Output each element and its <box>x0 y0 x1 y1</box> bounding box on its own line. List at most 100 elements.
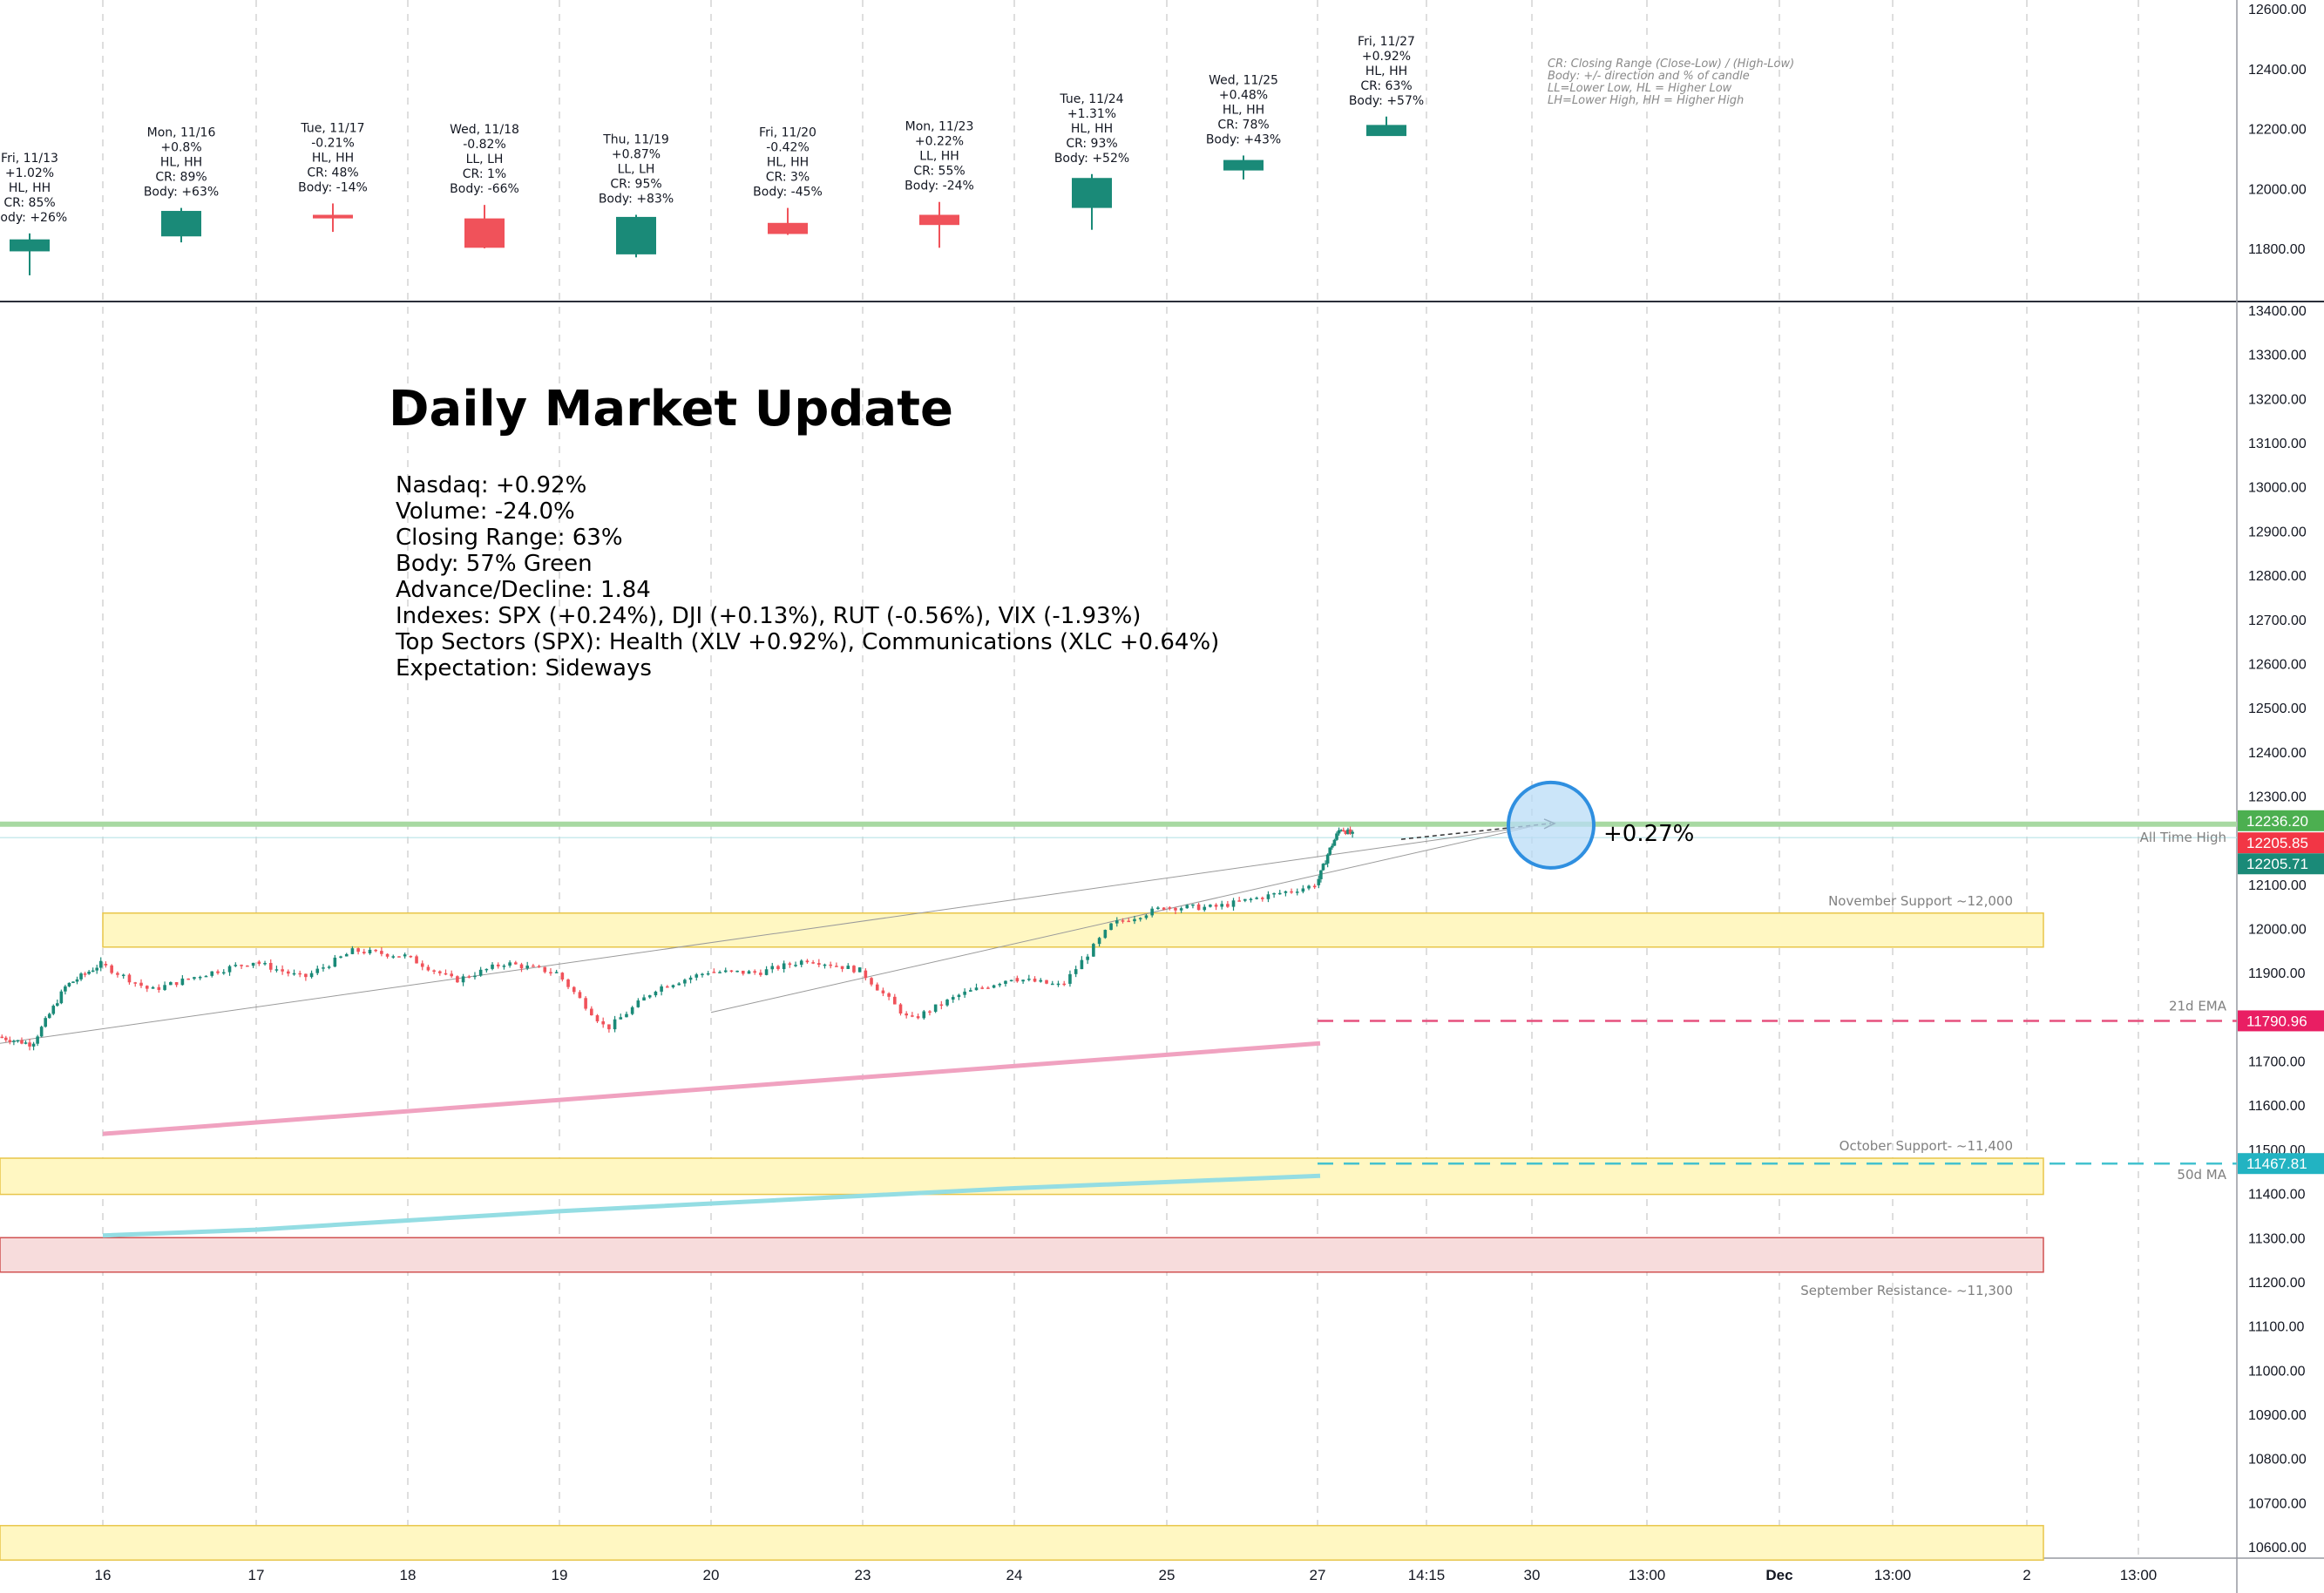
intraday-candle-body <box>356 948 360 952</box>
projection-arrow[interactable]: +0.27% <box>1400 780 1694 870</box>
legend-line: Body: +/- direction and % of candle <box>1548 70 1750 83</box>
intraday-candle-body <box>759 973 762 975</box>
intraday-candle-body <box>677 983 681 986</box>
intraday-candle-body <box>281 969 284 972</box>
projection-circle <box>1507 780 1596 870</box>
x-tick-label: 18 <box>400 1567 417 1583</box>
intraday-candle-body <box>881 990 885 993</box>
intraday-candle-body <box>432 970 436 972</box>
intraday-candle-body <box>1290 891 1293 893</box>
intraday-candle-body <box>1021 980 1025 982</box>
y-tick-label: 12000.00 <box>2248 182 2307 197</box>
intraday-candle-body <box>0 1036 4 1039</box>
intraday-candle-body <box>916 1016 920 1019</box>
intraday-candle-body <box>327 966 331 968</box>
intraday-candle-body <box>461 976 465 983</box>
summary-line: Nasdaq: +0.92% <box>396 472 586 498</box>
intraday-candle-body <box>31 1043 36 1047</box>
intraday-candle-body <box>688 977 693 980</box>
zone-rect <box>0 1237 2044 1273</box>
intraday-candle-body <box>1272 892 1276 895</box>
intraday-candle-body <box>362 952 366 954</box>
y-tick-label: 13200.00 <box>2248 392 2307 407</box>
daily-candle-body <box>313 214 353 219</box>
intraday-candle-body <box>1319 870 1323 879</box>
daily-annotation: CR: 55% <box>913 165 965 179</box>
intraday-candles[interactable] <box>0 826 1354 1051</box>
intraday-candle-body <box>1260 898 1264 899</box>
y-tick-label: 12100.00 <box>2248 878 2307 893</box>
all-time-high-label: All Time High <box>2140 830 2226 845</box>
intraday-candle-body <box>613 1019 617 1030</box>
x-tick-label: 17 <box>248 1567 265 1583</box>
time-axis[interactable]: 16 17 18 19 20 23 24 25 27 14:15 30 13:00 Dec 13:00 2 1… <box>95 1567 2158 1583</box>
intraday-candle-body <box>794 965 797 966</box>
intraday-candle-body <box>251 962 255 966</box>
daily-annotation: Mon, 11/16 <box>147 126 216 140</box>
y-tick-label: 12900.00 <box>2248 525 2307 539</box>
intraday-candle-body <box>864 970 868 979</box>
intraday-candle-body <box>1115 920 1119 924</box>
indicator-lines[interactable]: All Time High 21d EMA 50d MA <box>0 821 2237 1238</box>
intraday-candle-body <box>20 1040 24 1044</box>
intraday-candle-body <box>287 971 290 974</box>
daily-annotation: Tue, 11/17 <box>300 121 364 135</box>
intraday-candle-body <box>1156 907 1160 909</box>
intraday-candle-body <box>1027 979 1031 980</box>
y-tick-label: 13100.00 <box>2248 437 2307 451</box>
intraday-candle-body <box>1191 904 1195 906</box>
projection-label: +0.27% <box>1603 821 1694 847</box>
daily-candles[interactable] <box>10 116 1406 275</box>
intraday-candle-body <box>1344 830 1348 834</box>
intraday-price-axis[interactable]: 10600.00 10700.00 10800.00 10900.00 11000.00… <box>2248 304 2307 1556</box>
legend-line: LL=Lower Low, HL = Higher Low <box>1548 82 1732 95</box>
intraday-candle-body <box>1249 898 1253 901</box>
vertical-gridlines <box>102 0 2139 1558</box>
price-tag-label: 12205.71 <box>2246 856 2308 872</box>
intraday-candle-body <box>268 962 273 970</box>
intraday-candle-body <box>198 976 202 979</box>
intraday-candle-body <box>694 974 699 978</box>
price-tag-box <box>2238 810 2324 831</box>
intraday-candle-body <box>1133 919 1136 922</box>
intraday-candle-body <box>1009 980 1013 982</box>
intraday-candle-body <box>87 971 91 974</box>
intraday-candle-body <box>642 997 646 1001</box>
intraday-candle-body <box>905 1013 908 1016</box>
daily-annotation: CR: 93% <box>1066 137 1117 151</box>
intraday-candle-body <box>1179 908 1183 911</box>
intraday-candle-body <box>957 994 961 998</box>
intraday-candle-body <box>578 992 582 999</box>
intraday-candle-body <box>380 951 383 954</box>
intraday-candle-body <box>951 997 955 1000</box>
intraday-candle-body <box>83 973 87 975</box>
intraday-candle-body <box>607 1024 611 1030</box>
daily-annotation: -0.82% <box>463 138 506 152</box>
intraday-candle-body <box>95 967 98 971</box>
daily-candle-body <box>1223 159 1264 171</box>
intraday-candle-body <box>484 968 489 971</box>
daily-annotation: CR: 89% <box>155 171 207 185</box>
intraday-candle-body <box>939 1004 944 1007</box>
intraday-candle-body <box>1162 907 1166 910</box>
intraday-candle-body <box>221 972 226 974</box>
intraday-candle-body <box>898 1004 903 1013</box>
intraday-candle-body <box>1062 983 1067 986</box>
support-resistance-zones[interactable]: November Support ~12,000 October Support-… <box>0 893 2044 1561</box>
intraday-candle-body <box>385 953 390 957</box>
y-tick-label: 12300.00 <box>2248 790 2307 804</box>
intraday-candle-body <box>28 1042 31 1047</box>
intraday-candle-body <box>560 973 565 980</box>
intraday-candle-body <box>151 986 155 989</box>
intraday-candle-body <box>1121 920 1125 922</box>
intraday-candle-body <box>776 966 780 970</box>
daily-price-axis[interactable]: 11800.00 12000.00 12200.00 12400.00 12600.00 <box>2248 3 2307 257</box>
intraday-candle-body <box>240 965 243 966</box>
intraday-candle-body <box>145 986 149 989</box>
intraday-candle-body <box>1168 907 1172 909</box>
daily-annotation: Body: +83% <box>599 193 674 207</box>
intraday-candle-body <box>157 986 161 990</box>
intraday-candle-body <box>601 1021 605 1025</box>
daily-candle-body <box>1072 178 1112 208</box>
